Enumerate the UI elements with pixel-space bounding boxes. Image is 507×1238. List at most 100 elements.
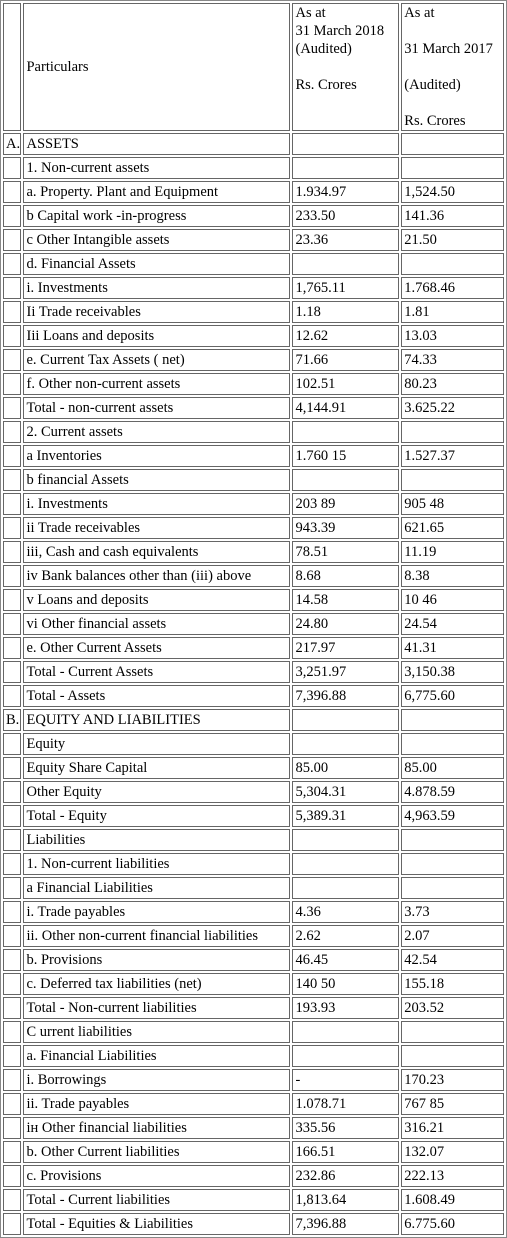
- row-label: i. Investments: [23, 277, 291, 299]
- row-label: a Financial Liabilities: [23, 877, 291, 899]
- value-2018: 8.68: [292, 565, 400, 587]
- row-label: c. Deferred tax liabilities (net): [23, 973, 291, 995]
- section-marker: [3, 637, 22, 659]
- section-marker: [3, 1093, 22, 1115]
- section-marker: [3, 589, 22, 611]
- value-2018: 1.18: [292, 301, 400, 323]
- row-label: e. Other Current Assets: [23, 637, 291, 659]
- value-2017: 155.18: [401, 973, 504, 995]
- section-marker: [3, 421, 22, 443]
- section-marker: [3, 805, 22, 827]
- value-2018: 193.93: [292, 997, 400, 1019]
- value-2017: 1,524.50: [401, 181, 504, 203]
- row-label: Equity Share Capital: [23, 757, 291, 779]
- value-2018: [292, 421, 400, 443]
- table-row: B. EQUITY AND LIABILITIES: [3, 709, 504, 731]
- value-2018: 4.36: [292, 901, 400, 923]
- table-row: Total - Current liabilities 1,813.64 1.608…: [3, 1189, 504, 1211]
- value-2017: 1.768.46: [401, 277, 504, 299]
- value-2017: [401, 253, 504, 275]
- section-marker: [3, 661, 22, 683]
- value-2017: [401, 733, 504, 755]
- value-2017: 42.54: [401, 949, 504, 971]
- section-marker: [3, 1189, 22, 1211]
- row-label: 2. Current assets: [23, 421, 291, 443]
- section-marker: [3, 973, 22, 995]
- table-row: i. Investments 1,765.11 1.768.46: [3, 277, 504, 299]
- value-2018: [292, 253, 400, 275]
- table-row: i. Investments 203 89 905 48: [3, 493, 504, 515]
- table-row: vi Other financial assets 24.80 24.54: [3, 613, 504, 635]
- section-marker: [3, 541, 22, 563]
- section-marker: [3, 445, 22, 467]
- value-2017: 8.38: [401, 565, 504, 587]
- section-marker: [3, 1045, 22, 1067]
- value-2018: 1,765.11: [292, 277, 400, 299]
- value-2017: 80.23: [401, 373, 504, 395]
- row-label: EQUITY AND LIABILITIES: [23, 709, 291, 731]
- section-marker: [3, 613, 22, 635]
- value-2017: [401, 1045, 504, 1067]
- value-2017: 74.33: [401, 349, 504, 371]
- section-marker: [3, 685, 22, 707]
- value-2017: 222.13: [401, 1165, 504, 1187]
- section-marker: [3, 469, 22, 491]
- header-line: As at: [295, 5, 326, 21]
- row-label: Iii Loans and deposits: [23, 325, 291, 347]
- row-label: i. Investments: [23, 493, 291, 515]
- value-2018: 2.62: [292, 925, 400, 947]
- table-row: b. Provisions 46.45 42.54: [3, 949, 504, 971]
- value-2017: 21.50: [401, 229, 504, 251]
- value-2017: 3.73: [401, 901, 504, 923]
- header-line: Rs. Crores: [295, 77, 357, 93]
- row-label: a. Property. Plant and Equipment: [23, 181, 291, 203]
- table-row: b Capital work -in-progress 233.50 141.36: [3, 205, 504, 227]
- section-marker: [3, 781, 22, 803]
- table-row: C urrent liabilities: [3, 1021, 504, 1043]
- value-2018: [292, 133, 400, 155]
- section-marker: [3, 853, 22, 875]
- row-label: f. Other non-current assets: [23, 373, 291, 395]
- header-section-cell: [3, 3, 22, 131]
- table-row: Total - Current Assets 3,251.97 3,150.38: [3, 661, 504, 683]
- section-marker: [3, 1141, 22, 1163]
- section-marker: [3, 229, 22, 251]
- header-line: As at: [404, 5, 435, 21]
- row-label: Liabilities: [23, 829, 291, 851]
- header-line: 31 March 2017: [404, 41, 493, 57]
- value-2017: 3,150.38: [401, 661, 504, 683]
- row-label: Other Equity: [23, 781, 291, 803]
- value-2018: 1.760 15: [292, 445, 400, 467]
- value-2018: [292, 829, 400, 851]
- table-row: c. Deferred tax liabilities (net) 140 50 1…: [3, 973, 504, 995]
- value-2018: 5,304.31: [292, 781, 400, 803]
- value-2017: 4,963.59: [401, 805, 504, 827]
- value-2018: [292, 1045, 400, 1067]
- value-2018: 71.66: [292, 349, 400, 371]
- row-label: Total - Equity: [23, 805, 291, 827]
- value-2018: 4,144.91: [292, 397, 400, 419]
- header-line: (Audited): [295, 41, 352, 57]
- table-row: Total - Equities & Liabilities 7,396.88 6.…: [3, 1213, 504, 1235]
- row-label: b Capital work -in-progress: [23, 205, 291, 227]
- row-label: Ii Trade receivables: [23, 301, 291, 323]
- table-row: e. Current Tax Assets ( net) 71.66 74.33: [3, 349, 504, 371]
- section-marker: [3, 397, 22, 419]
- table-row: iii, Cash and cash equivalents 78.51 11.19: [3, 541, 504, 563]
- value-2018: 14.58: [292, 589, 400, 611]
- row-label: Total - non-current assets: [23, 397, 291, 419]
- table-row: a Financial Liabilities: [3, 877, 504, 899]
- table-row: iv Bank balances other than (iii) above 8…: [3, 565, 504, 587]
- value-2018: -: [292, 1069, 400, 1091]
- value-2017: 621.65: [401, 517, 504, 539]
- section-marker: [3, 301, 22, 323]
- value-2018: [292, 853, 400, 875]
- table-row: i. Trade payables 4.36 3.73: [3, 901, 504, 923]
- section-marker: [3, 925, 22, 947]
- value-2017: 24.54: [401, 613, 504, 635]
- table-row: a. Property. Plant and Equipment 1.934.97…: [3, 181, 504, 203]
- row-label: vi Other financial assets: [23, 613, 291, 635]
- table-row: iн Other financial liabilities 335.56 316.…: [3, 1117, 504, 1139]
- table-row: f. Other non-current assets 102.51 80.23: [3, 373, 504, 395]
